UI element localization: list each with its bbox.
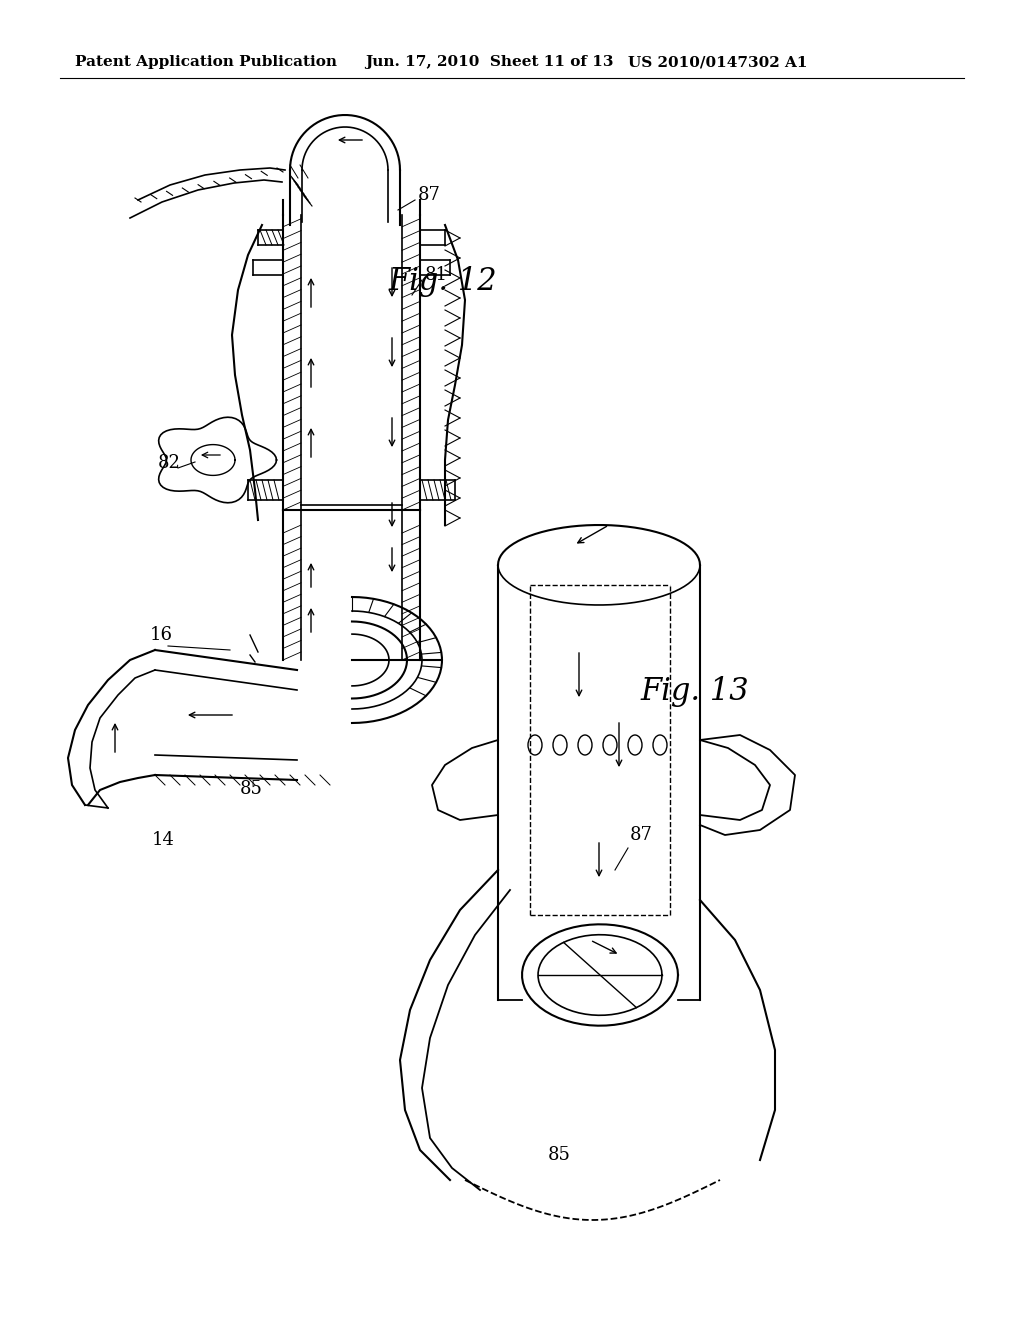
Text: 85: 85 [548,1146,570,1164]
Text: 87: 87 [418,186,441,205]
Text: 82: 82 [158,454,181,473]
Text: 85: 85 [240,780,263,799]
Text: 14: 14 [152,832,175,849]
Text: Jun. 17, 2010  Sheet 11 of 13: Jun. 17, 2010 Sheet 11 of 13 [365,55,613,69]
Text: Patent Application Publication: Patent Application Publication [75,55,337,69]
Text: 87: 87 [630,826,653,843]
Text: Fig. 12: Fig. 12 [388,267,497,297]
Text: US 2010/0147302 A1: US 2010/0147302 A1 [628,55,808,69]
Text: 81: 81 [425,267,449,284]
Text: 16: 16 [150,626,173,644]
Text: Fig. 13: Fig. 13 [640,676,749,708]
